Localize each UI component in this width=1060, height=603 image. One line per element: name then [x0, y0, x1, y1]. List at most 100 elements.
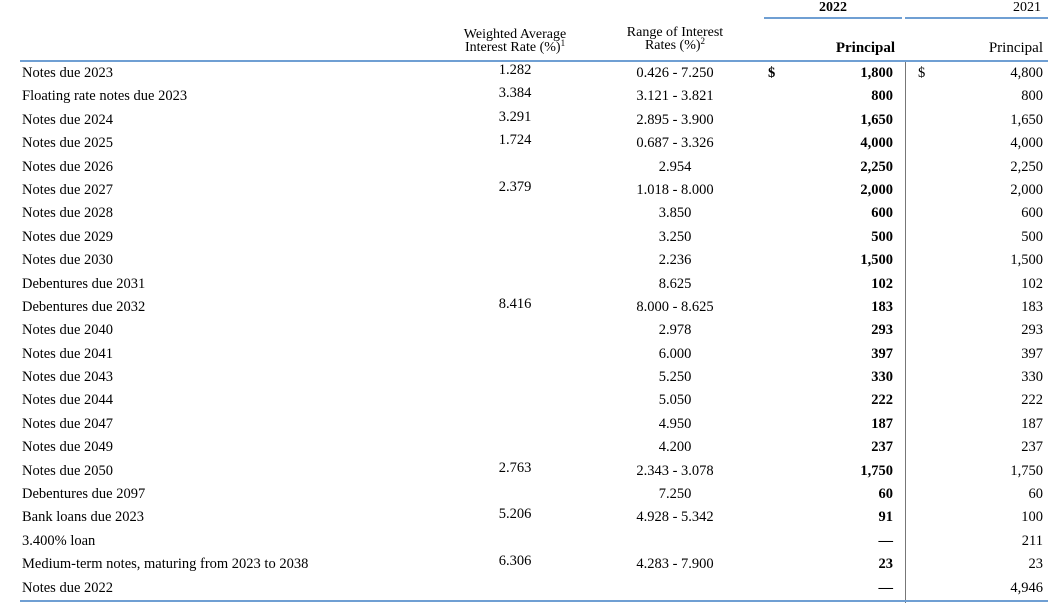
interest-rate-range: 2.343 - 3.078 [636, 462, 714, 479]
principal-2022: 1,750 [860, 462, 893, 479]
table-row: Notes due 2050 2.763 2.343 - 3.078 1,750 1,7… [0, 460, 1060, 483]
interest-rate-range: 2.954 [658, 158, 692, 175]
principal-2021: 4,946 [1010, 579, 1043, 596]
table-bottom-rule [20, 600, 1048, 602]
table-row: Notes due 2044 5.050 222 222 [0, 389, 1060, 412]
weighted-average-rate: 5.206 [498, 506, 532, 523]
debt-table-body: Notes due 2023 1.282 0.426 - 7.250 1,800 4,8… [0, 62, 1060, 600]
principal-2022: 187 [871, 415, 893, 432]
table-row: Medium-term notes, maturing from 2023 to… [0, 553, 1060, 576]
column-divider [905, 62, 906, 603]
principal-2022: 91 [878, 509, 894, 526]
principal-2022: 1,650 [860, 111, 893, 128]
interest-rate-range: 3.121 - 3.821 [636, 88, 714, 105]
interest-rate-range: 8.000 - 8.625 [636, 298, 714, 315]
principal-2021: 800 [1021, 88, 1043, 105]
principal-2022: 222 [871, 392, 893, 409]
principal-2021: 600 [1021, 205, 1043, 222]
weighted-average-header-text: Interest Rate (%) [464, 40, 561, 55]
principal-2021: 397 [1021, 345, 1043, 362]
table-row: Notes due 2023 1.282 0.426 - 7.250 1,800 4,8… [0, 62, 1060, 85]
interest-rate-range: 2.978 [658, 322, 692, 339]
principal-2022: — [878, 532, 894, 549]
principal-2022: 1,800 [860, 65, 893, 81]
principal-2022: 23 [878, 556, 894, 573]
interest-rate-range: 7.250 [658, 486, 692, 503]
principal-2022: 293 [871, 322, 893, 339]
weighted-average-rate: 8.416 [498, 295, 532, 312]
principal-2022: 500 [871, 228, 893, 245]
principal-2022: — [878, 579, 894, 596]
row-label: Notes due 2047 [22, 415, 114, 432]
year-2022-header: 2022 [819, 0, 847, 15]
table-row: Floating rate notes due 2023 3.384 3.121 -… [0, 85, 1060, 108]
row-label: Notes due 2040 [22, 322, 114, 339]
table-row: Debentures due 2097 7.250 60 60 [0, 483, 1060, 506]
table-row: Bank loans due 2023 5.206 4.928 - 5.342 91 1… [0, 506, 1060, 529]
principal-2022: 397 [871, 345, 893, 362]
table-row: 3.400% loan — 211 [0, 530, 1060, 553]
table-row: Notes due 2040 2.978 293 293 [0, 319, 1060, 342]
row-label: Bank loans due 2023 [22, 509, 145, 526]
table-row: Notes due 2028 3.850 600 600 [0, 202, 1060, 225]
row-label: Debentures due 2032 [22, 298, 146, 315]
interest-rate-range: 6.000 [658, 345, 692, 362]
range-header: Range of Interest Rates (%)2 [600, 25, 750, 53]
row-label: Notes due 2044 [22, 392, 114, 409]
table-row: Notes due 2043 5.250 330 330 [0, 366, 1060, 389]
weighted-average-rate: 6.306 [498, 553, 532, 570]
currency-symbol-2022: $ [768, 65, 776, 81]
interest-rate-range: 3.850 [658, 205, 692, 222]
weighted-average-rate: 1.724 [498, 132, 532, 149]
row-label: Notes due 2029 [22, 228, 114, 245]
table-row: Notes due 2027 2.379 1.018 - 8.000 2,000 2,0… [0, 179, 1060, 202]
principal-2022: 4,000 [860, 135, 893, 152]
table-header: 2022 2021 Weighted Average Interest Rate… [0, 0, 1060, 62]
row-label: Notes due 2050 [22, 462, 114, 479]
year-2021-header: 2021 [1013, 0, 1041, 15]
principal-2021: 102 [1021, 275, 1043, 292]
principal-2021: 2,250 [1010, 158, 1043, 175]
row-label: Notes due 2030 [22, 252, 114, 269]
row-label: Notes due 2043 [22, 369, 114, 386]
interest-rate-range: 1.018 - 8.000 [636, 181, 714, 198]
weighted-average-rate: 2.379 [498, 178, 532, 195]
table-row: Debentures due 2032 8.416 8.000 - 8.625 183… [0, 296, 1060, 319]
principal-2021: 4,000 [1010, 135, 1043, 152]
principal-2021: 293 [1021, 322, 1043, 339]
principal-2021: 4,800 [1010, 65, 1043, 81]
row-label: Medium-term notes, maturing from 2023 to… [22, 556, 309, 573]
principal-2021: 183 [1021, 298, 1043, 315]
principal-2021: 500 [1021, 228, 1043, 245]
principal-2022: 800 [871, 88, 893, 105]
interest-rate-range: 2.895 - 3.900 [636, 111, 714, 128]
weighted-average-header-line2: Interest Rate (%)1 [440, 39, 590, 55]
interest-rate-range: 3.250 [658, 228, 692, 245]
header-rule [20, 60, 1048, 62]
row-label: Notes due 2022 [22, 579, 114, 596]
principal-2022: 237 [871, 439, 893, 456]
interest-rate-range: 4.950 [658, 415, 692, 432]
principal-2021: 2,000 [1010, 181, 1043, 198]
principal-2022: 183 [871, 298, 893, 315]
principal-2021: 211 [1021, 532, 1043, 549]
interest-rate-range: 4.200 [658, 439, 692, 456]
year-2021-underline [905, 17, 1048, 19]
principal-2022-header: Principal [835, 40, 895, 56]
row-label: Notes due 2024 [22, 111, 114, 128]
row-label: Notes due 2027 [22, 181, 114, 198]
weighted-average-rate: 1.282 [498, 62, 532, 78]
range-header-line1: Range of Interest [626, 25, 724, 40]
table-row: Notes due 2041 6.000 397 397 [0, 343, 1060, 366]
principal-2022: 102 [871, 275, 893, 292]
principal-2021: 1,750 [1010, 462, 1043, 479]
interest-rate-range: 2.236 [658, 252, 692, 269]
principal-2021: 23 [1028, 556, 1044, 573]
table-row: Notes due 2030 2.236 1,500 1,500 [0, 249, 1060, 272]
weighted-average-header: Weighted Average Interest Rate (%)1 [440, 28, 590, 55]
interest-rate-range: 0.426 - 7.250 [636, 65, 714, 81]
interest-rate-range: 4.928 - 5.342 [636, 509, 714, 526]
interest-rate-range: 4.283 - 7.900 [636, 556, 714, 573]
row-label: Notes due 2023 [22, 65, 114, 81]
interest-rate-range: 0.687 - 3.326 [636, 135, 714, 152]
